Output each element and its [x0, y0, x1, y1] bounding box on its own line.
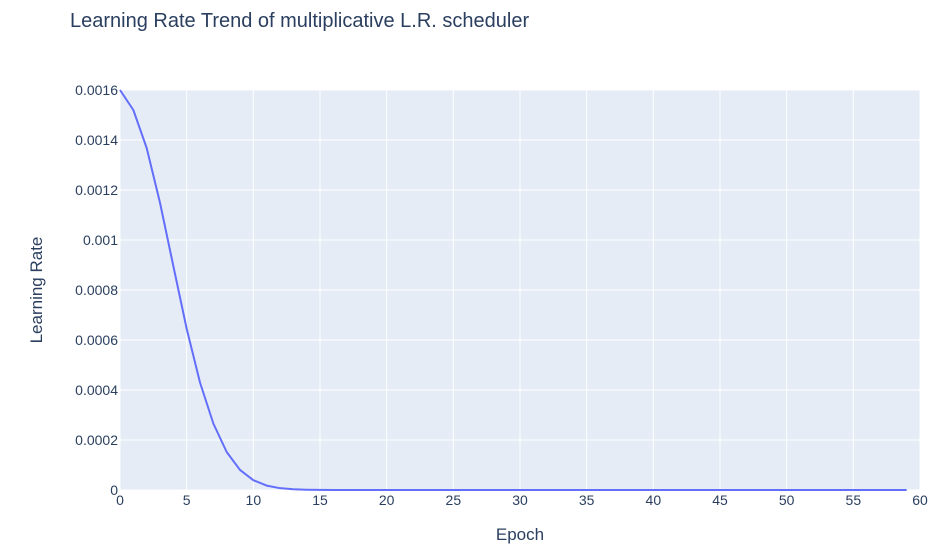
x-tick-label: 20 — [379, 492, 395, 508]
y-tick-labels: 0 0.0002 0.0004 0.0006 0.0008 0.001 0.0012 0.00… — [75, 82, 118, 498]
series-line — [119, 89, 907, 491]
x-tick-label: 40 — [646, 492, 662, 508]
series-group — [119, 89, 907, 491]
x-tick-label: 45 — [712, 492, 728, 508]
x-tick-label: 60 — [912, 492, 928, 508]
y-tick-label: 0.0016 — [75, 82, 118, 98]
y-tick-label: 0.001 — [83, 232, 118, 248]
x-axis-title: Epoch — [496, 525, 544, 544]
y-tick-label: 0.0014 — [75, 132, 118, 148]
x-tick-label: 5 — [183, 492, 191, 508]
x-tick-label: 10 — [246, 492, 262, 508]
y-tick-label: 0.0004 — [75, 382, 118, 398]
y-axis-title: Learning Rate — [27, 237, 46, 344]
chart-title: Learning Rate Trend of multiplicative L.… — [70, 10, 529, 32]
x-tick-label: 0 — [116, 492, 124, 508]
y-tick-label: 0.0012 — [75, 182, 118, 198]
x-tick-label: 15 — [312, 492, 328, 508]
y-tick-label: 0 — [110, 482, 118, 498]
x-tick-label: 25 — [446, 492, 462, 508]
x-tick-label: 55 — [846, 492, 862, 508]
x-tick-label: 30 — [512, 492, 528, 508]
x-tick-label: 35 — [579, 492, 595, 508]
y-tick-label: 0.0008 — [75, 282, 118, 298]
x-gridlines — [119, 90, 921, 490]
y-tick-label: 0.0006 — [75, 332, 118, 348]
x-tick-label: 50 — [779, 492, 795, 508]
x-tick-labels: 0 5 10 15 20 25 30 35 40 45 50 55 60 — [116, 492, 928, 508]
y-tick-label: 0.0002 — [75, 432, 118, 448]
